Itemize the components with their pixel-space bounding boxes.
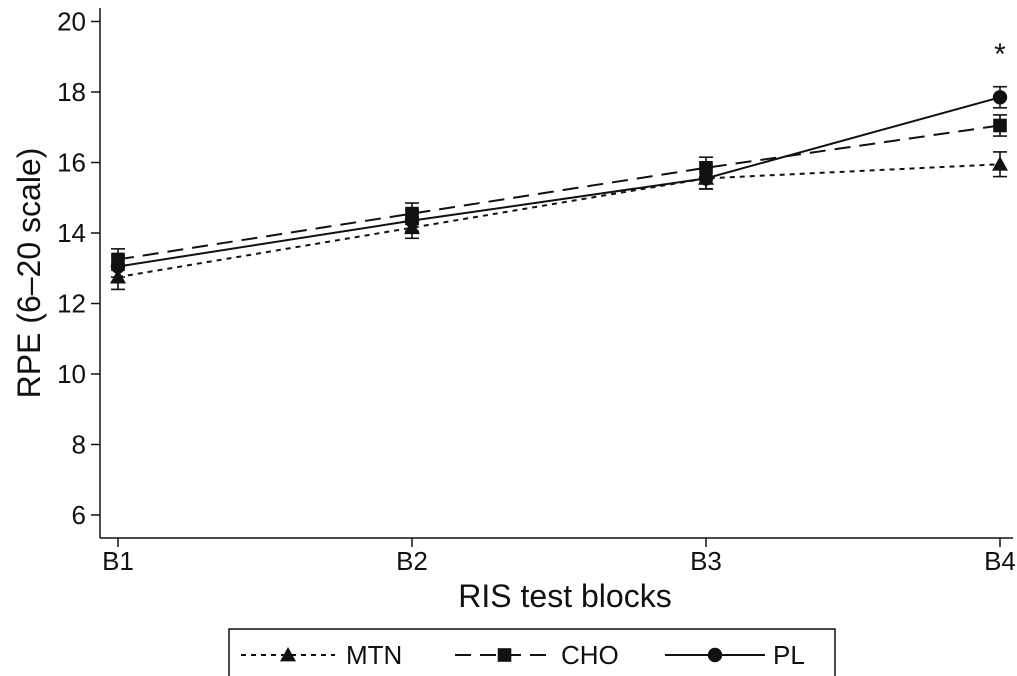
series-pl [110,85,1008,278]
data-point-cho [993,118,1007,133]
legend-label-cho: CHO [561,640,619,670]
y-tick-label: 12 [57,289,86,319]
x-axis-title: RIS test blocks [458,578,671,614]
y-ticks: 6 8 10 12 14 16 18 20 [57,7,100,530]
data-point-mtn [992,156,1008,171]
data-point-pl [992,90,1008,105]
y-tick-label: 10 [57,359,86,389]
legend-label-mtn: MTN [346,640,402,670]
legend: MTN CHO PL [228,628,836,676]
series-mtn [110,151,1008,291]
legend-label-pl: PL [773,640,805,670]
series-line-pl [117,96,1001,268]
x-tick-label: B1 [102,546,134,576]
significance-annotation: * [994,38,1006,71]
y-tick-label: 16 [57,148,86,178]
x-tick-label: B2 [396,546,428,576]
annotation-layer: * [994,38,1006,71]
legend-marker-pl [707,647,723,663]
y-tick-label: 6 [72,500,86,530]
series-layer [110,85,1008,291]
data-point-pl [698,171,714,186]
y-tick-label: 8 [72,430,86,460]
legend-box [228,628,836,676]
y-tick-label: 18 [57,77,86,107]
data-point-pl [404,213,420,228]
legend-marker-mtn [280,647,296,662]
legend-marker-cho [497,648,512,662]
series-line-cho [117,124,1001,261]
x-ticks: B1 B2 B3 B4 [102,538,1016,576]
y-tick-label: 14 [57,218,86,248]
data-point-pl [110,259,126,274]
x-tick-label: B4 [984,546,1016,576]
y-tick-label: 20 [57,7,86,37]
axes [99,8,1013,539]
x-tick-label: B3 [690,546,722,576]
y-axis-title: RPE (6–20 scale) [11,148,47,399]
series-line-mtn [117,163,1001,279]
